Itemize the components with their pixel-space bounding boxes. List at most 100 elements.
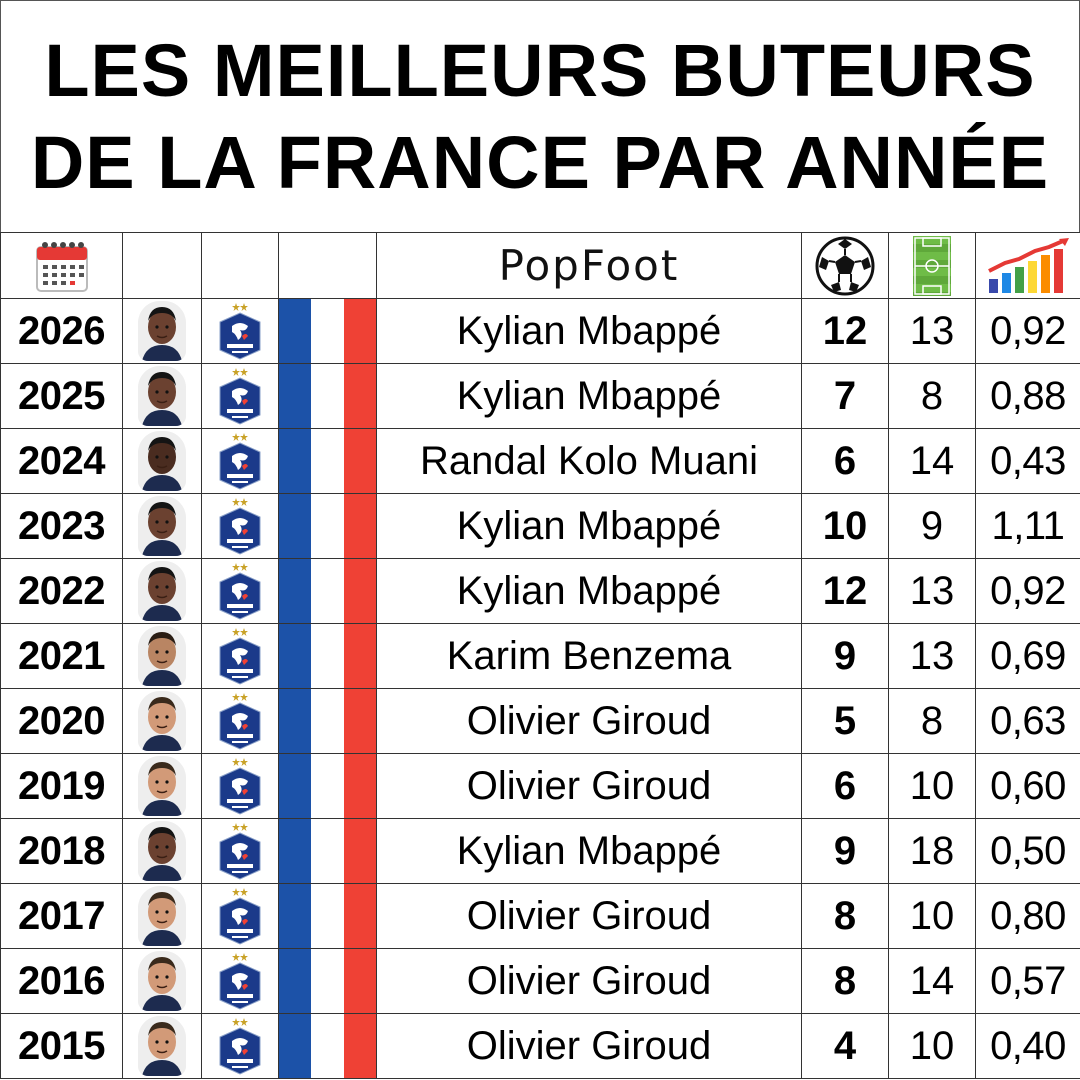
french-flag-stripe xyxy=(279,1014,376,1078)
soccer-ball-icon xyxy=(815,236,875,295)
photo-cell xyxy=(122,428,202,494)
matches-cell: 10 xyxy=(888,883,976,949)
table-row: 2016 Ol xyxy=(0,948,1080,1014)
player-photo xyxy=(138,561,186,621)
header-photo-cell xyxy=(122,232,202,299)
table-row: 2020 Ol xyxy=(0,688,1080,754)
matches-value: 14 xyxy=(909,958,955,1003)
french-flag-stripe xyxy=(279,949,376,1013)
brand-text: PopFoot xyxy=(498,241,680,290)
ratio-cell: 0,40 xyxy=(975,1013,1080,1079)
year-cell: 2018 xyxy=(0,818,123,884)
goals-value: 6 xyxy=(833,763,857,808)
goals-cell: 9 xyxy=(801,818,889,884)
header-flag-cell xyxy=(278,232,377,299)
ratio-value: 0,57 xyxy=(990,958,1066,1003)
ratio-value: 0,92 xyxy=(990,568,1066,613)
year-cell: 2025 xyxy=(0,363,123,429)
matches-value: 14 xyxy=(909,438,955,483)
year-cell: 2015 xyxy=(0,1013,123,1079)
ratio-cell: 0,60 xyxy=(975,753,1080,819)
player-name: Olivier Giroud xyxy=(466,763,712,808)
header-matches-cell xyxy=(888,232,976,299)
ratio-value: 0,50 xyxy=(990,828,1066,873)
player-photo xyxy=(138,366,186,426)
ratio-value: 0,63 xyxy=(990,698,1066,743)
goals-cell: 8 xyxy=(801,883,889,949)
goals-value: 8 xyxy=(833,958,857,1003)
goals-cell: 8 xyxy=(801,948,889,1014)
goals-cell: 12 xyxy=(801,298,889,364)
player-photo xyxy=(138,1016,186,1076)
year: 2023 xyxy=(18,503,105,548)
year-cell: 2024 xyxy=(0,428,123,494)
photo-cell xyxy=(122,818,202,884)
crest-cell xyxy=(201,818,279,884)
player-name: Olivier Giroud xyxy=(466,698,712,743)
player-cell: Randal Kolo Muani xyxy=(376,428,802,494)
table-row: 2026 Ky xyxy=(0,298,1080,364)
player-photo xyxy=(138,821,186,881)
matches-cell: 14 xyxy=(888,948,976,1014)
crest-cell xyxy=(201,688,279,754)
flag-cell xyxy=(278,623,377,689)
french-flag-stripe xyxy=(279,364,376,428)
flag-cell xyxy=(278,493,377,559)
goals-cell: 12 xyxy=(801,558,889,624)
ratio-cell: 0,80 xyxy=(975,883,1080,949)
flag-cell xyxy=(278,363,377,429)
player-name: Kylian Mbappé xyxy=(456,568,722,613)
french-flag-stripe xyxy=(279,624,376,688)
goals-cell: 6 xyxy=(801,428,889,494)
matches-cell: 10 xyxy=(888,1013,976,1079)
flag-cell xyxy=(278,298,377,364)
flag-cell xyxy=(278,753,377,819)
goals-value: 5 xyxy=(833,698,857,743)
fff-crest-icon xyxy=(219,368,261,425)
player-name: Kylian Mbappé xyxy=(456,373,722,418)
fff-crest-icon xyxy=(219,628,261,685)
matches-value: 10 xyxy=(909,1023,955,1068)
fff-crest-icon xyxy=(219,433,261,490)
top-scorers-table: PopFoot xyxy=(0,232,1080,1079)
player-cell: Kylian Mbappé xyxy=(376,818,802,884)
goals-cell: 7 xyxy=(801,363,889,429)
flag-cell xyxy=(278,818,377,884)
matches-cell: 8 xyxy=(888,363,976,429)
ratio-cell: 0,43 xyxy=(975,428,1080,494)
year: 2018 xyxy=(18,828,105,873)
ratio-cell: 0,69 xyxy=(975,623,1080,689)
goals-value: 6 xyxy=(833,438,857,483)
player-cell: Kylian Mbappé xyxy=(376,363,802,429)
goals-cell: 4 xyxy=(801,1013,889,1079)
year-cell: 2019 xyxy=(0,753,123,819)
year-cell: 2023 xyxy=(0,493,123,559)
photo-cell xyxy=(122,493,202,559)
crest-cell xyxy=(201,753,279,819)
year-cell: 2016 xyxy=(0,948,123,1014)
player-photo xyxy=(138,691,186,751)
french-flag-stripe xyxy=(279,299,376,363)
fff-crest-icon xyxy=(219,303,261,360)
goals-cell: 9 xyxy=(801,623,889,689)
crest-cell xyxy=(201,363,279,429)
french-flag-stripe xyxy=(279,494,376,558)
title-line-2: DE LA FRANCE PAR ANNÉE xyxy=(30,120,1050,204)
french-flag-stripe xyxy=(279,819,376,883)
player-name: Kylian Mbappé xyxy=(456,828,722,873)
matches-cell: 14 xyxy=(888,428,976,494)
photo-cell xyxy=(122,298,202,364)
matches-value: 13 xyxy=(909,308,955,353)
title-line-1: LES MEILLEURS BUTEURS xyxy=(44,28,1036,112)
player-cell: Kylian Mbappé xyxy=(376,493,802,559)
ratio-cell: 0,63 xyxy=(975,688,1080,754)
player-cell: Olivier Giroud xyxy=(376,1013,802,1079)
player-cell: Karim Benzema xyxy=(376,623,802,689)
player-photo xyxy=(138,496,186,556)
goals-cell: 5 xyxy=(801,688,889,754)
fff-crest-icon xyxy=(219,498,261,555)
matches-value: 8 xyxy=(920,373,944,418)
player-name: Karim Benzema xyxy=(446,633,732,678)
goals-cell: 10 xyxy=(801,493,889,559)
player-cell: Olivier Giroud xyxy=(376,688,802,754)
